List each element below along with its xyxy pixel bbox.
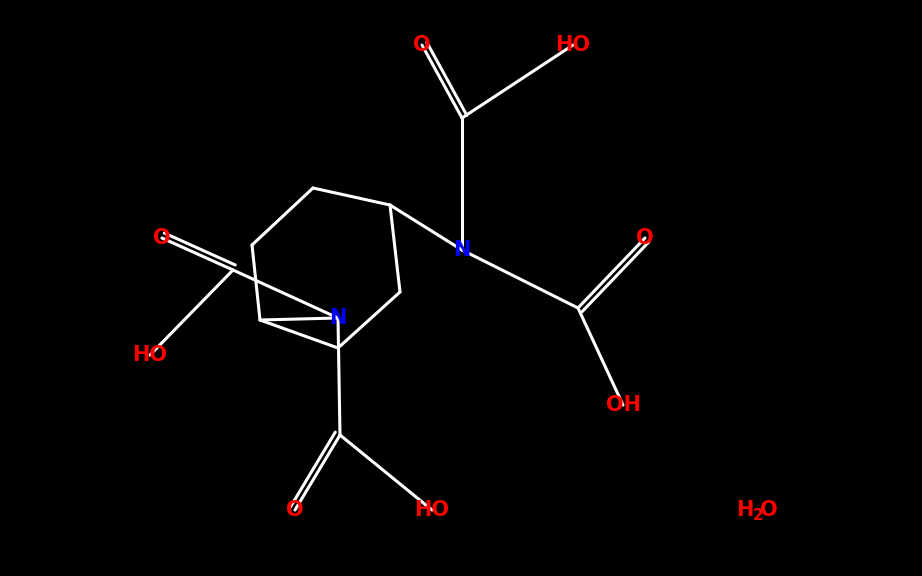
Text: 2: 2 xyxy=(752,509,763,524)
Text: O: O xyxy=(636,228,654,248)
Text: O: O xyxy=(286,500,304,520)
Text: H: H xyxy=(737,500,753,520)
Text: OH: OH xyxy=(606,395,641,415)
Text: N: N xyxy=(329,308,347,328)
Text: O: O xyxy=(153,228,171,248)
Text: N: N xyxy=(454,240,471,260)
Text: HO: HO xyxy=(415,500,450,520)
Text: HO: HO xyxy=(555,35,590,55)
Text: O: O xyxy=(413,35,431,55)
Text: HO: HO xyxy=(133,345,168,365)
Text: O: O xyxy=(760,500,778,520)
